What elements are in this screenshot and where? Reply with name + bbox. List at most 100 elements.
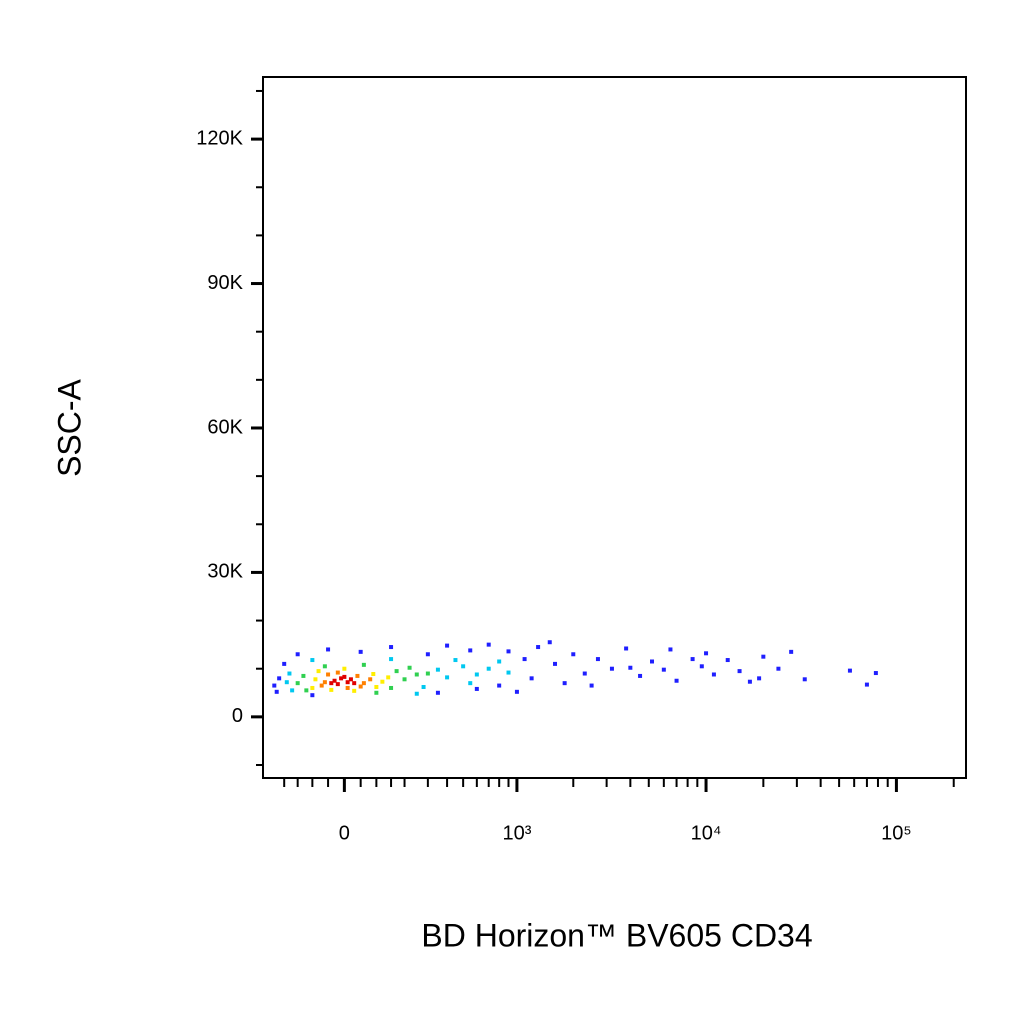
point [699, 664, 704, 669]
point [789, 649, 794, 654]
point [348, 677, 353, 682]
point [407, 665, 412, 670]
point [674, 678, 679, 683]
point [435, 690, 440, 695]
point [352, 681, 357, 686]
point [345, 685, 350, 690]
point [445, 675, 450, 680]
point [421, 685, 426, 690]
point [339, 676, 344, 681]
point [301, 673, 306, 678]
point [761, 654, 766, 659]
point [638, 673, 643, 678]
point [295, 652, 300, 657]
point [329, 687, 334, 692]
point [274, 689, 279, 694]
point [582, 671, 587, 676]
point [425, 671, 430, 676]
point [529, 676, 534, 681]
point [435, 667, 440, 672]
point [486, 666, 491, 671]
point [595, 657, 600, 662]
point [506, 670, 511, 675]
point [650, 659, 655, 664]
point [468, 681, 473, 686]
point [322, 664, 327, 669]
point [380, 679, 385, 684]
point [474, 686, 479, 691]
point [272, 683, 277, 688]
point [329, 681, 334, 686]
point [589, 683, 594, 688]
point [389, 657, 394, 662]
point [506, 649, 511, 654]
point [332, 678, 337, 683]
point [453, 658, 458, 663]
point [310, 685, 315, 690]
point [386, 675, 391, 680]
point [414, 691, 419, 696]
point [326, 672, 331, 677]
point [562, 681, 567, 686]
point [873, 671, 878, 676]
point [358, 684, 363, 689]
point [352, 688, 357, 693]
point [497, 659, 502, 664]
point [425, 652, 430, 657]
point [335, 670, 340, 675]
point [661, 667, 666, 672]
point [547, 640, 552, 645]
point [737, 669, 742, 674]
point [374, 690, 379, 695]
point [310, 693, 315, 698]
point [355, 673, 360, 678]
point [668, 647, 673, 652]
point [474, 672, 479, 677]
y-tick-label: 60K [207, 416, 243, 438]
point [374, 685, 379, 690]
point [522, 657, 527, 662]
point [690, 657, 695, 662]
point [553, 661, 558, 666]
point [277, 676, 282, 681]
x-tick-label: 10⁴ [691, 822, 722, 844]
y-tick-label: 120K [196, 127, 243, 149]
x-axis-label: BD Horizon™ BV605 CD34 [421, 917, 812, 953]
point [345, 680, 350, 685]
point [776, 666, 781, 671]
point [295, 681, 300, 686]
point [371, 672, 376, 677]
y-tick-label: 0 [232, 705, 243, 727]
point [609, 666, 614, 671]
point [322, 680, 327, 685]
point [847, 668, 852, 673]
point [335, 682, 340, 687]
point [725, 658, 730, 663]
point [711, 672, 716, 677]
point [361, 662, 366, 667]
point [313, 677, 318, 682]
point [445, 643, 450, 648]
point [394, 669, 399, 674]
point [802, 677, 807, 682]
point [389, 645, 394, 650]
point [628, 665, 633, 670]
point [461, 664, 466, 669]
point [571, 652, 576, 657]
point [284, 680, 289, 685]
point [486, 642, 491, 647]
point [624, 646, 629, 651]
point [358, 649, 363, 654]
point [514, 689, 519, 694]
point [290, 688, 295, 693]
point [326, 647, 331, 652]
point [414, 672, 419, 677]
y-tick-label: 30K [207, 561, 243, 583]
point [304, 688, 309, 693]
point [497, 683, 502, 688]
point [319, 683, 324, 688]
point [468, 648, 473, 653]
point [342, 674, 347, 679]
y-axis-label: SSC-A [51, 378, 87, 476]
